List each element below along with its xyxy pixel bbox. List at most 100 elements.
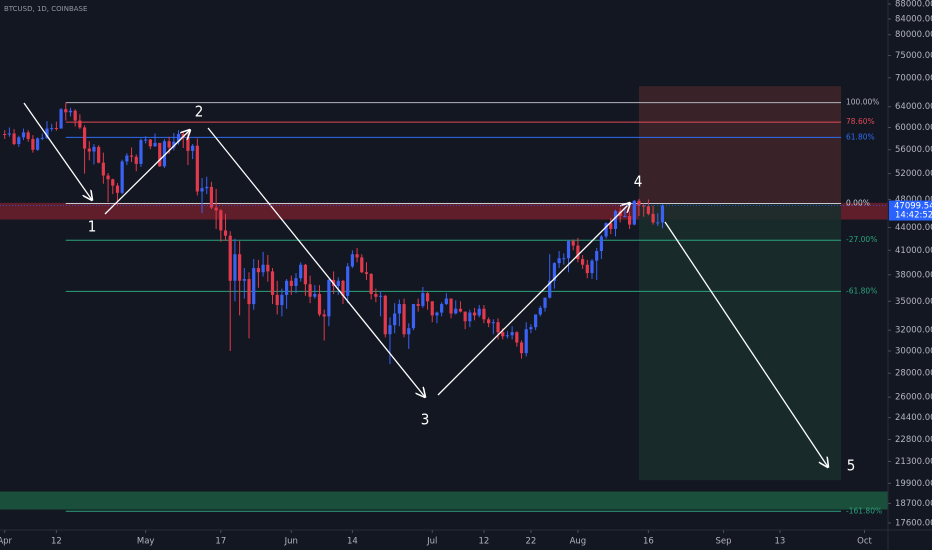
last-price-box bbox=[889, 200, 932, 221]
arrow bbox=[23, 102, 92, 200]
candle-body bbox=[604, 223, 608, 237]
candle-body bbox=[336, 280, 340, 287]
y-tick-label: 60000.00 bbox=[895, 123, 932, 133]
candle-body bbox=[125, 155, 129, 162]
wave-label: 2 bbox=[195, 103, 204, 121]
candle-body bbox=[162, 141, 167, 167]
candle-body bbox=[242, 279, 246, 281]
candle-body bbox=[275, 294, 279, 306]
arrow bbox=[104, 130, 190, 215]
candle-body bbox=[289, 280, 293, 287]
candle-body bbox=[313, 294, 317, 297]
candles bbox=[3, 102, 665, 365]
candle-body bbox=[534, 314, 538, 328]
candle-body bbox=[632, 200, 636, 225]
candle-body bbox=[308, 284, 312, 297]
candle-body bbox=[440, 304, 444, 313]
candle-body bbox=[637, 200, 641, 206]
candle-body bbox=[252, 268, 256, 305]
arrow bbox=[664, 221, 828, 467]
candle-body bbox=[219, 210, 223, 231]
candle-body bbox=[294, 278, 298, 287]
y-tick-label: 56000.00 bbox=[895, 145, 932, 155]
candle-body bbox=[430, 301, 434, 316]
zones bbox=[0, 86, 888, 510]
candle-body bbox=[148, 139, 152, 147]
candle-body bbox=[134, 156, 138, 164]
candle-body bbox=[176, 134, 181, 142]
y-tick-label: 22800.00 bbox=[895, 435, 932, 445]
x-tick-label: 12 bbox=[479, 537, 490, 547]
y-tick-label: 19900.00 bbox=[895, 479, 932, 489]
candle-body bbox=[322, 314, 326, 317]
candle-body bbox=[106, 175, 110, 180]
candle-body bbox=[599, 236, 603, 252]
y-tick-label: 28000.00 bbox=[895, 369, 932, 379]
y-tick-label: 84000.00 bbox=[895, 15, 932, 25]
candle-body bbox=[82, 127, 87, 149]
x-tick-label: 17 bbox=[215, 537, 226, 547]
candle-body bbox=[397, 304, 401, 314]
y-tick-label: 17600.00 bbox=[895, 518, 932, 528]
candle-body bbox=[285, 280, 289, 295]
candle-body bbox=[407, 328, 411, 335]
fib-label: -161.80% bbox=[846, 506, 882, 515]
candle-body bbox=[411, 304, 416, 329]
wave-label: 3 bbox=[421, 411, 430, 429]
candle-body bbox=[529, 327, 533, 330]
candle-body bbox=[374, 294, 378, 297]
candle-body bbox=[256, 268, 261, 273]
candle-body bbox=[472, 312, 477, 316]
y-tick-label: 64000.00 bbox=[895, 102, 932, 112]
y-tick-label: 75000.00 bbox=[895, 51, 932, 61]
candle-body bbox=[590, 260, 594, 274]
candle-body bbox=[120, 161, 124, 193]
candle-body bbox=[153, 142, 157, 147]
candle-body bbox=[233, 254, 237, 281]
candle-body bbox=[595, 251, 599, 261]
candle-body bbox=[421, 293, 425, 306]
fib-label: 100.00% bbox=[846, 98, 879, 107]
y-tick-label: 38000.00 bbox=[895, 270, 932, 280]
symbol: BTCUSD, 1D, COINBASE bbox=[4, 5, 87, 13]
x-tick-label: Aug bbox=[570, 537, 587, 547]
candle-body bbox=[205, 186, 209, 189]
candle-body bbox=[496, 322, 500, 333]
wave-label: 1 bbox=[88, 218, 97, 236]
x-tick-label: 12 bbox=[51, 537, 62, 547]
candle-body bbox=[68, 110, 73, 113]
y-tick-label: 32000.00 bbox=[895, 326, 932, 336]
candle-body bbox=[167, 141, 171, 148]
candle-body bbox=[266, 264, 270, 272]
candle-body bbox=[487, 319, 491, 324]
candle-body bbox=[463, 311, 467, 322]
zone bbox=[0, 491, 888, 510]
candle-body bbox=[200, 188, 204, 192]
candle-body bbox=[73, 110, 77, 121]
candle-body bbox=[388, 325, 392, 335]
x-tick-label: Apr bbox=[0, 537, 13, 547]
y-tick-label: 18700.00 bbox=[895, 499, 932, 509]
candle-body bbox=[247, 279, 251, 305]
candle-body bbox=[543, 297, 547, 308]
wave-label: 4 bbox=[634, 173, 643, 191]
y-tick-label: 30000.00 bbox=[895, 347, 932, 357]
candle-body bbox=[7, 133, 11, 135]
candle-body bbox=[425, 293, 430, 302]
candle-body bbox=[491, 322, 495, 324]
candle-body bbox=[346, 266, 350, 296]
y-tick-label: 21300.00 bbox=[895, 457, 932, 467]
candle-body bbox=[238, 254, 242, 281]
candle-body bbox=[280, 294, 284, 306]
candle-body bbox=[609, 223, 613, 229]
x-tick-label: Sep bbox=[716, 537, 732, 547]
candle-body bbox=[54, 128, 58, 130]
wave-drawing: 1 2 3 4 5 bbox=[23, 102, 855, 475]
candle-body bbox=[270, 271, 275, 295]
fib-label: -27.00% bbox=[846, 235, 877, 244]
arrow bbox=[207, 127, 425, 397]
x-tick-label: May bbox=[137, 537, 155, 547]
candle-body bbox=[97, 146, 101, 163]
